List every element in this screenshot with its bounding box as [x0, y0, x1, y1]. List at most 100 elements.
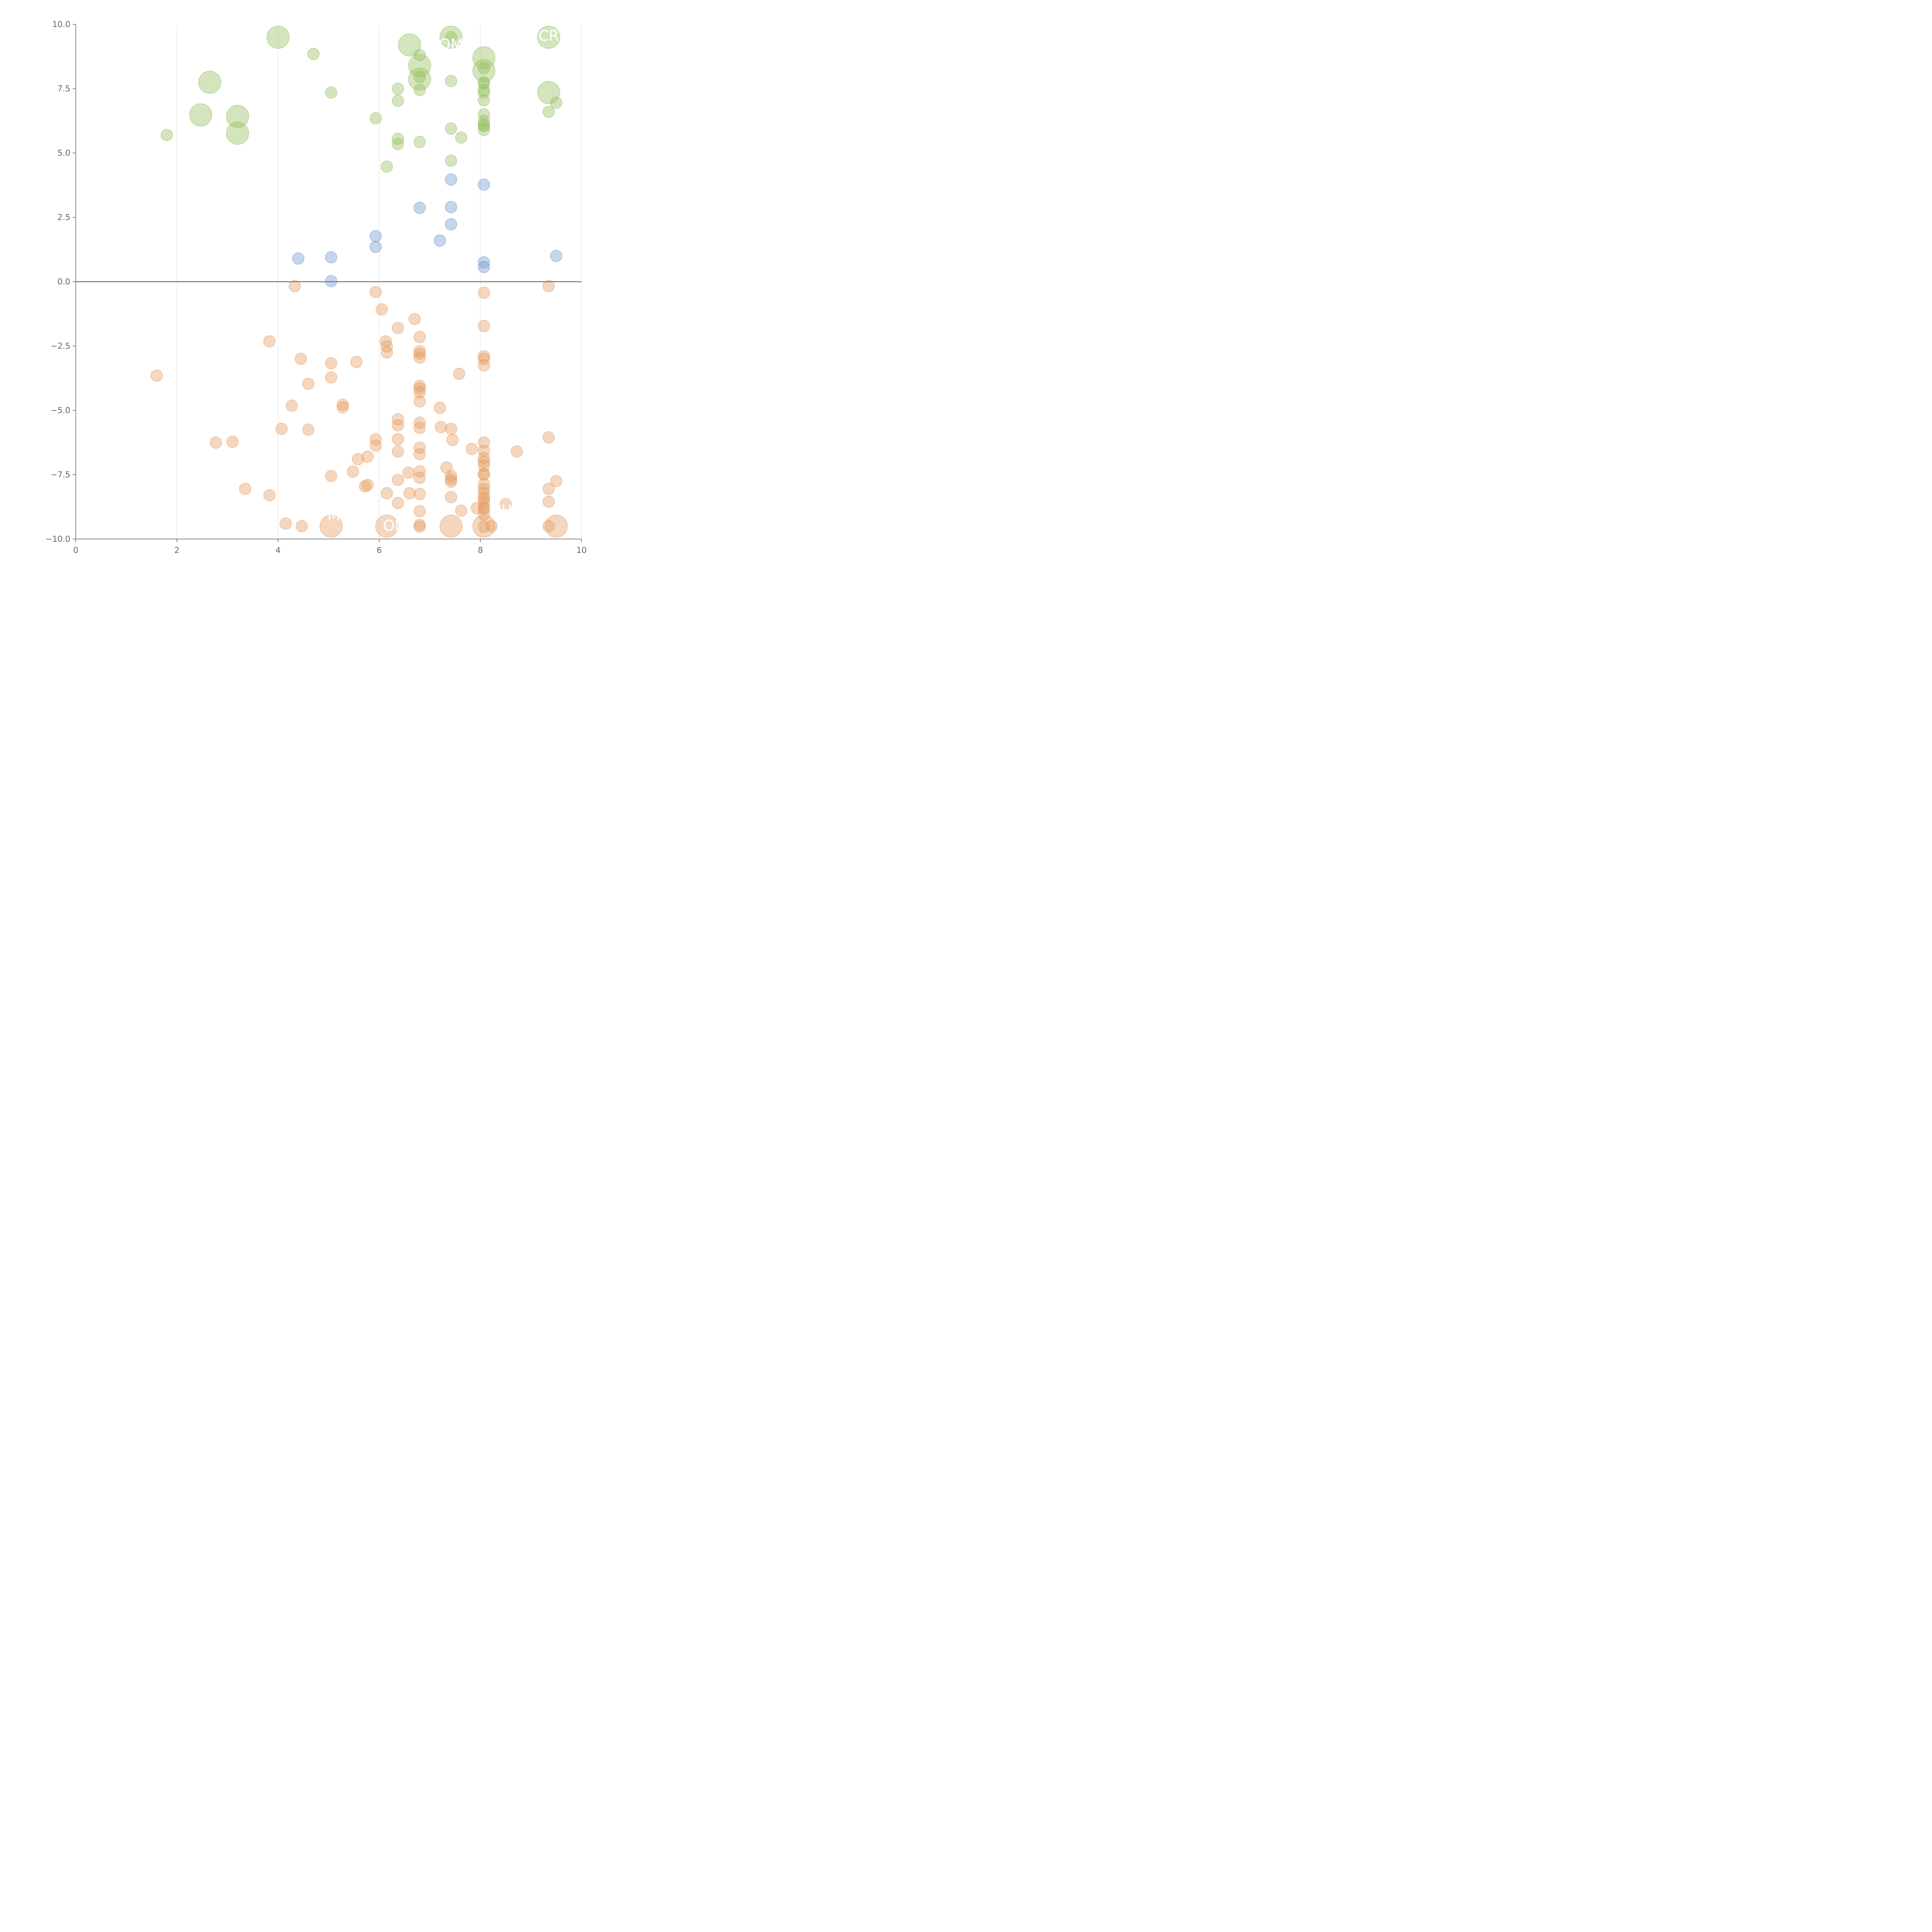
data-point-orange [445, 423, 457, 435]
chart-svg: OM CR CH M ON 0 2 4 6 8 10 −10.0 −7.5 −5.0 −2.5 0.0 2.5… [46, 20, 587, 555]
data-point-orange [413, 422, 426, 434]
data-point-green [413, 84, 426, 96]
data-point-green [325, 86, 337, 99]
data-point-orange [408, 313, 421, 325]
data-point-green [392, 138, 404, 150]
data-point-blue [369, 241, 382, 253]
x-tick-label: 2 [174, 546, 179, 555]
data-point-green [392, 133, 404, 145]
data-point-orange [302, 378, 315, 390]
data-point-green [478, 62, 490, 74]
annotation-label: ON [383, 517, 405, 534]
data-point-orange [381, 346, 393, 359]
data-point-green [478, 94, 490, 107]
data-point-green [472, 46, 496, 70]
data-point-orange [413, 395, 426, 408]
data-point-orange [392, 474, 404, 486]
data-point-orange [392, 433, 404, 446]
x-tick-label: 8 [478, 546, 483, 555]
data-point-orange [439, 514, 463, 538]
data-point-orange [543, 280, 555, 293]
data-point-orange [478, 478, 490, 490]
annotation-label: CR [538, 27, 559, 44]
data-point-blue [478, 256, 490, 269]
data-point-orange [352, 453, 364, 466]
data-point-orange [381, 487, 393, 500]
data-point-orange [320, 514, 343, 538]
data-point-green [398, 33, 421, 57]
y-tick-label: 5.0 [58, 148, 70, 158]
data-point-orange [350, 356, 363, 368]
data-point-orange [226, 435, 239, 448]
data-point-green [226, 105, 249, 128]
data-point-orange [413, 417, 426, 429]
y-tick-label: 2.5 [58, 213, 70, 222]
data-point-orange [413, 331, 426, 343]
data-point-orange [550, 475, 563, 487]
y-tick-label: 0.0 [58, 277, 70, 286]
data-point-orange [446, 434, 459, 446]
data-point-orange [413, 505, 426, 517]
data-point-orange [369, 286, 382, 298]
data-point-green [226, 121, 249, 145]
data-point-orange [435, 421, 447, 434]
data-point-orange [337, 398, 349, 411]
data-point-orange [445, 491, 457, 503]
data-point-green [408, 54, 431, 77]
data-point-orange [392, 322, 404, 334]
data-point-blue [478, 179, 490, 191]
x-tick-label: 4 [276, 546, 281, 555]
data-point-orange [445, 475, 457, 488]
data-point-orange [376, 303, 388, 316]
data-point-orange [379, 335, 392, 348]
data-point-orange [413, 382, 426, 395]
data-point-green [189, 103, 213, 127]
y-tick-label: 10.0 [52, 20, 70, 29]
data-point-orange [478, 456, 490, 468]
data-point-orange [276, 423, 288, 435]
data-point-orange [402, 466, 415, 479]
data-point-blue [413, 202, 426, 214]
points-layer [150, 26, 568, 538]
y-tick-label: −5.0 [51, 406, 70, 415]
scatter-chart: OM CR CH M ON 0 2 4 6 8 10 −10.0 −7.5 −5.0 −2.5 0.0 2.5… [0, 0, 606, 606]
data-point-orange [413, 345, 426, 357]
data-point-blue [550, 250, 563, 262]
data-point-orange [279, 517, 292, 530]
y-tick-label: 7.5 [58, 84, 70, 94]
data-point-green [392, 95, 404, 107]
data-point-green [408, 68, 431, 91]
data-point-green [537, 81, 560, 104]
data-point-orange [413, 448, 426, 460]
data-point-orange [413, 441, 426, 454]
data-point-green [455, 131, 468, 144]
data-point-orange [239, 483, 252, 495]
data-point-orange [413, 351, 426, 364]
data-point-green [413, 136, 426, 148]
data-point-green [478, 77, 490, 90]
annotation-label: CH [491, 502, 512, 519]
data-point-green [537, 26, 560, 49]
y-tick-label: −7.5 [51, 470, 70, 480]
data-point-orange [445, 473, 457, 485]
data-point-orange [347, 465, 359, 478]
data-point-orange [263, 489, 276, 502]
y-tick-label: −10.0 [46, 534, 70, 544]
data-point-orange [543, 431, 555, 444]
data-point-orange [478, 493, 490, 505]
data-point-green [266, 26, 290, 49]
data-point-green [413, 71, 426, 83]
data-point-orange [413, 386, 426, 399]
data-point-green [478, 84, 490, 96]
data-point-orange [478, 444, 490, 457]
data-point-orange [471, 502, 483, 514]
data-point-orange [543, 520, 555, 532]
axis-layer: 0 2 4 6 8 10 −10.0 −7.5 −5.0 −2.5 0.0 2.5 5.0 7.5 10.0 [46, 20, 587, 555]
data-point-orange [478, 359, 490, 372]
data-point-blue [445, 218, 457, 231]
data-point-orange [403, 487, 416, 500]
data-point-orange [478, 350, 490, 362]
data-point-blue [445, 173, 457, 186]
data-point-orange [302, 423, 315, 436]
y-tick-label: −2.5 [51, 342, 70, 351]
